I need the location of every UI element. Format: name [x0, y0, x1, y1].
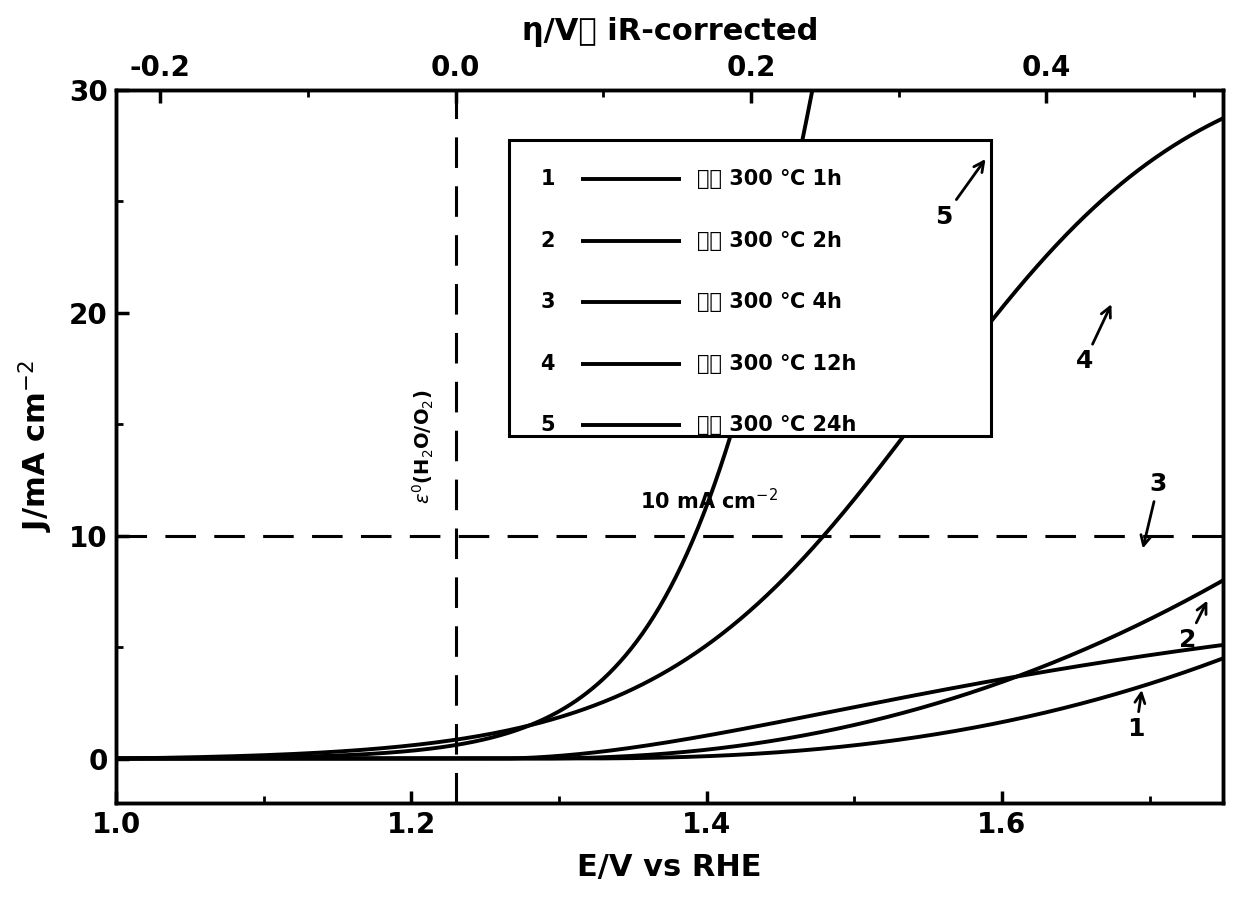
Text: 4: 4 [1076, 307, 1110, 373]
Text: 3: 3 [541, 292, 554, 312]
Text: 煭烧 300 ℃ 4h: 煭烧 300 ℃ 4h [697, 292, 842, 312]
Text: 煭烧 300 ℃ 24h: 煭烧 300 ℃ 24h [697, 415, 857, 435]
Text: 3: 3 [1141, 472, 1167, 546]
Text: 10 mA cm$^{-2}$: 10 mA cm$^{-2}$ [640, 488, 779, 513]
Text: 煭烧 300 ℃ 12h: 煭烧 300 ℃ 12h [697, 353, 857, 374]
FancyBboxPatch shape [510, 140, 991, 436]
Text: 煭烧 300 ℃ 1h: 煭烧 300 ℃ 1h [697, 169, 842, 189]
Text: 5: 5 [935, 162, 983, 228]
X-axis label: E/V vs RHE: E/V vs RHE [578, 853, 763, 882]
Text: 1: 1 [541, 169, 554, 189]
Text: 煭烧 300 ℃ 2h: 煭烧 300 ℃ 2h [697, 230, 842, 251]
Text: 5: 5 [541, 415, 554, 435]
Text: 4: 4 [541, 353, 554, 374]
Text: 1: 1 [1127, 693, 1145, 742]
Y-axis label: J/mA cm$^{-2}$: J/mA cm$^{-2}$ [16, 360, 55, 532]
Text: 2: 2 [541, 230, 554, 251]
X-axis label: η/V， iR-corrected: η/V， iR-corrected [522, 17, 818, 47]
Text: 2: 2 [1179, 603, 1207, 652]
Text: $\varepsilon^0$(H$_2$O/O$_2$): $\varepsilon^0$(H$_2$O/O$_2$) [410, 389, 435, 503]
